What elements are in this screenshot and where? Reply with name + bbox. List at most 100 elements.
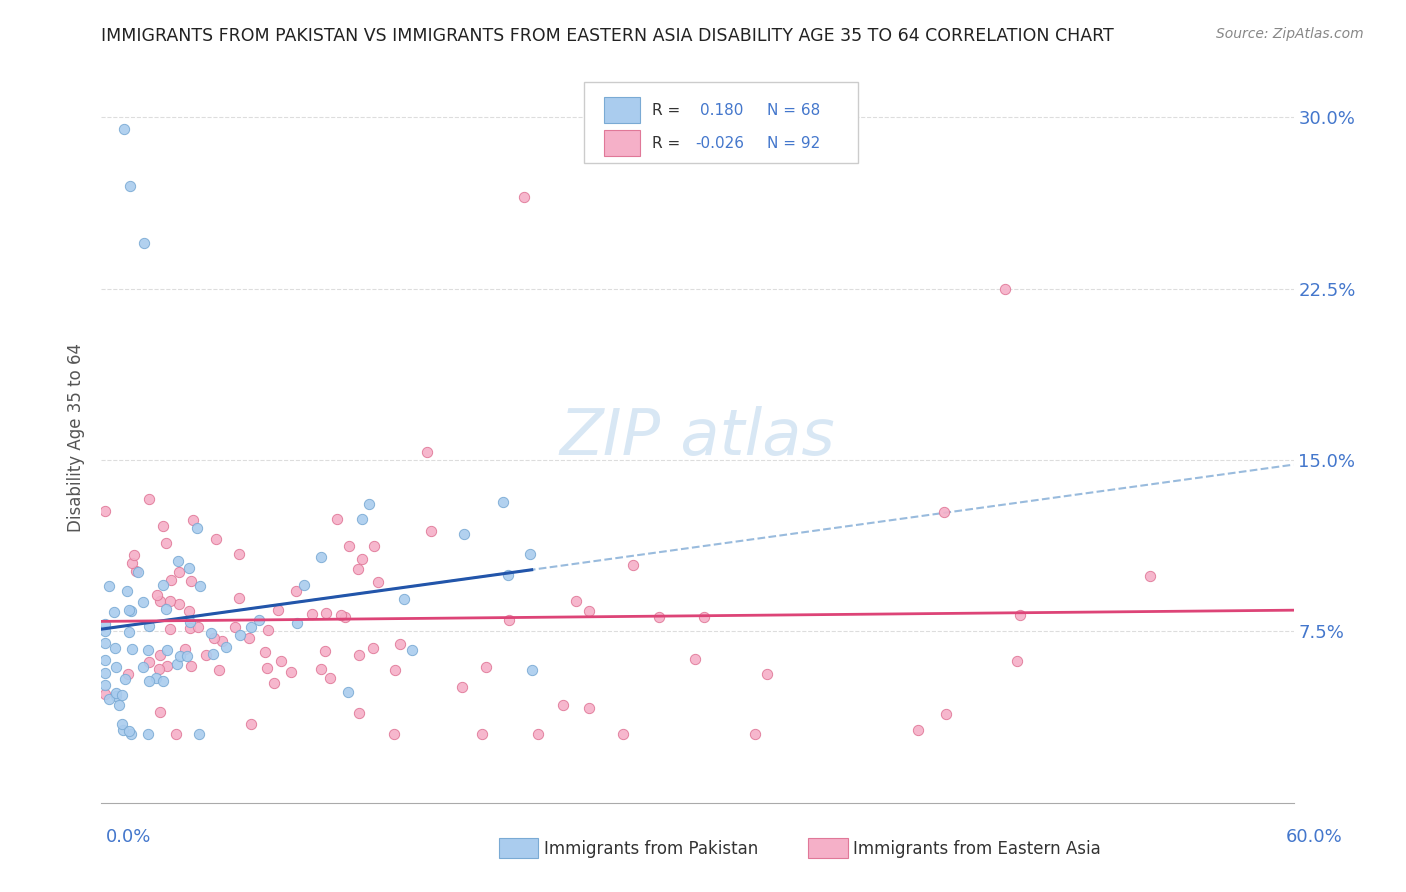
Point <box>179 615 201 629</box>
Point <box>125 565 148 579</box>
Point <box>131 660 153 674</box>
Text: 0.0%: 0.0% <box>105 828 150 846</box>
Point <box>94 678 117 692</box>
Point <box>392 592 415 607</box>
Point <box>453 526 475 541</box>
Text: R =: R = <box>652 103 681 118</box>
Point <box>756 666 779 681</box>
Point <box>621 558 644 572</box>
Point <box>336 685 359 699</box>
Point <box>145 588 167 602</box>
Point <box>118 624 141 639</box>
Point <box>187 727 209 741</box>
Point <box>229 628 252 642</box>
Text: Immigrants from Pakistan: Immigrants from Pakistan <box>544 840 758 858</box>
Point <box>194 648 217 662</box>
Point <box>935 706 957 721</box>
Point <box>117 666 139 681</box>
Point <box>108 698 131 713</box>
Text: R =: R = <box>652 136 681 151</box>
Point <box>136 727 159 741</box>
Point <box>315 606 337 620</box>
Point <box>152 673 174 688</box>
Point <box>228 591 250 605</box>
Point <box>513 190 536 204</box>
Point <box>169 648 191 663</box>
Point <box>166 657 188 672</box>
Point <box>103 605 125 619</box>
Point <box>333 610 356 624</box>
Point <box>149 594 172 608</box>
Bar <box>605 130 640 156</box>
Point <box>239 620 262 634</box>
Point <box>136 643 159 657</box>
Point <box>155 536 177 550</box>
Point <box>112 121 135 136</box>
Point <box>551 698 574 712</box>
Point <box>173 642 195 657</box>
Point <box>361 640 384 655</box>
Point <box>122 548 145 562</box>
Point <box>138 656 160 670</box>
Point <box>120 178 142 193</box>
Point <box>693 610 716 624</box>
Point <box>267 603 290 617</box>
Point <box>181 513 204 527</box>
Point <box>367 574 389 589</box>
Point <box>117 584 139 599</box>
Text: -0.026: -0.026 <box>695 136 744 151</box>
Point <box>326 512 349 526</box>
Point <box>202 632 225 646</box>
Point <box>907 723 929 737</box>
Point <box>159 594 181 608</box>
Point <box>160 573 183 587</box>
Point <box>156 642 179 657</box>
Point <box>104 660 127 674</box>
Point <box>167 554 190 568</box>
Point <box>132 235 155 250</box>
Point <box>352 512 374 526</box>
Point <box>121 556 143 570</box>
Point <box>138 618 160 632</box>
Point <box>744 727 766 741</box>
Text: 0.180: 0.180 <box>700 103 744 118</box>
Point <box>239 717 262 731</box>
Point <box>205 532 228 546</box>
Point <box>111 723 134 737</box>
Point <box>337 539 360 553</box>
Point <box>319 671 342 685</box>
Point <box>352 551 374 566</box>
Point <box>127 565 149 579</box>
Point <box>228 547 250 561</box>
Y-axis label: Disability Age 35 to 64: Disability Age 35 to 64 <box>67 343 86 532</box>
Point <box>347 562 370 576</box>
Text: N = 68: N = 68 <box>766 103 820 118</box>
Point <box>121 641 143 656</box>
Point <box>94 504 117 518</box>
Point <box>1005 654 1028 668</box>
Point <box>471 727 494 741</box>
Point <box>152 578 174 592</box>
Point <box>149 705 172 719</box>
Point <box>612 727 634 741</box>
Point <box>155 659 177 673</box>
Point <box>247 613 270 627</box>
Point <box>256 661 278 675</box>
Text: ZIP atlas: ZIP atlas <box>560 406 835 468</box>
Point <box>211 634 233 648</box>
Point <box>169 597 191 611</box>
Point <box>120 727 142 741</box>
Point <box>420 524 443 539</box>
Point <box>118 723 141 738</box>
Point <box>138 492 160 507</box>
Point <box>111 717 134 731</box>
Point <box>188 579 211 593</box>
Point <box>94 665 117 680</box>
Point <box>416 445 439 459</box>
Point <box>384 663 406 677</box>
Point <box>311 662 333 676</box>
Point <box>451 680 474 694</box>
Point <box>564 594 586 608</box>
Point <box>187 620 209 634</box>
Point <box>132 595 155 609</box>
